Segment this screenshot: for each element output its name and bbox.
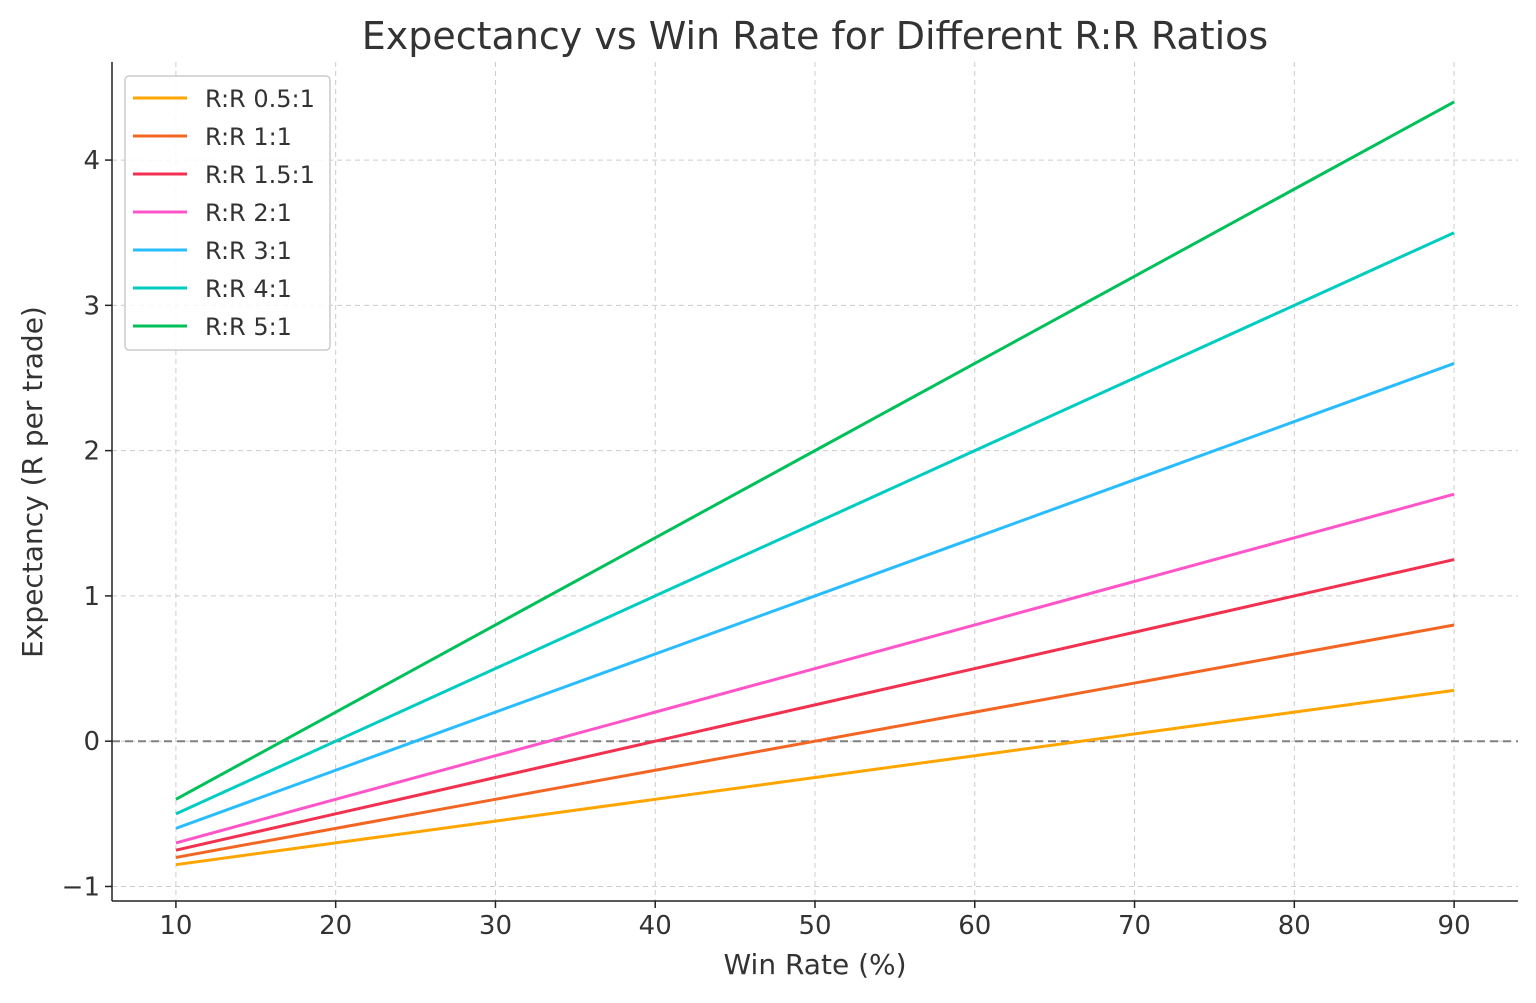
x-tick-label: 10 [159, 911, 192, 941]
x-tick-label: 80 [1278, 911, 1311, 941]
y-axis-label: Expectancy (R per trade) [16, 306, 49, 658]
x-tick-label: 40 [639, 911, 672, 941]
series-line [175, 623, 1455, 859]
legend: R:R 0.5:1 R:R 1:1 R:R 1.5:1 R:R 2:1 R:R 3:1 R… [124, 75, 331, 351]
tick-labels: 10 20 30 40 50 60 70 80 90 −1 0 1 2 3 4 [62, 146, 1471, 941]
series-line [175, 492, 1455, 845]
legend-label: R:R 0.5:1 [205, 85, 315, 113]
series-lines [175, 100, 1455, 867]
series-line [175, 231, 1455, 816]
series-line [175, 688, 1455, 867]
series-line [175, 558, 1455, 852]
x-axis-label: Win Rate (%) [723, 948, 906, 981]
y-tick-label: 1 [83, 582, 100, 612]
axes [105, 62, 1518, 908]
legend-label: R:R 2:1 [205, 199, 292, 227]
legend-label: R:R 4:1 [205, 275, 292, 303]
chart-title: Expectancy vs Win Rate for Different R:R… [362, 14, 1268, 58]
x-tick-label: 30 [479, 911, 512, 941]
y-tick-label: −1 [62, 872, 100, 902]
y-tick-label: 0 [83, 727, 100, 757]
x-tick-label: 90 [1438, 911, 1471, 941]
legend-label: R:R 1:1 [205, 123, 292, 151]
x-tick-label: 70 [1118, 911, 1151, 941]
y-tick-label: 3 [83, 291, 100, 321]
series-line [175, 362, 1455, 830]
y-tick-label: 2 [83, 437, 100, 467]
legend-label: R:R 5:1 [205, 313, 292, 341]
x-tick-label: 20 [319, 911, 352, 941]
legend-label: R:R 1.5:1 [205, 161, 315, 189]
legend-box [124, 75, 331, 351]
legend-label: R:R 3:1 [205, 237, 292, 265]
x-tick-label: 60 [958, 911, 991, 941]
x-tick-label: 50 [798, 911, 831, 941]
series-line [175, 100, 1455, 801]
y-tick-label: 4 [83, 146, 100, 176]
